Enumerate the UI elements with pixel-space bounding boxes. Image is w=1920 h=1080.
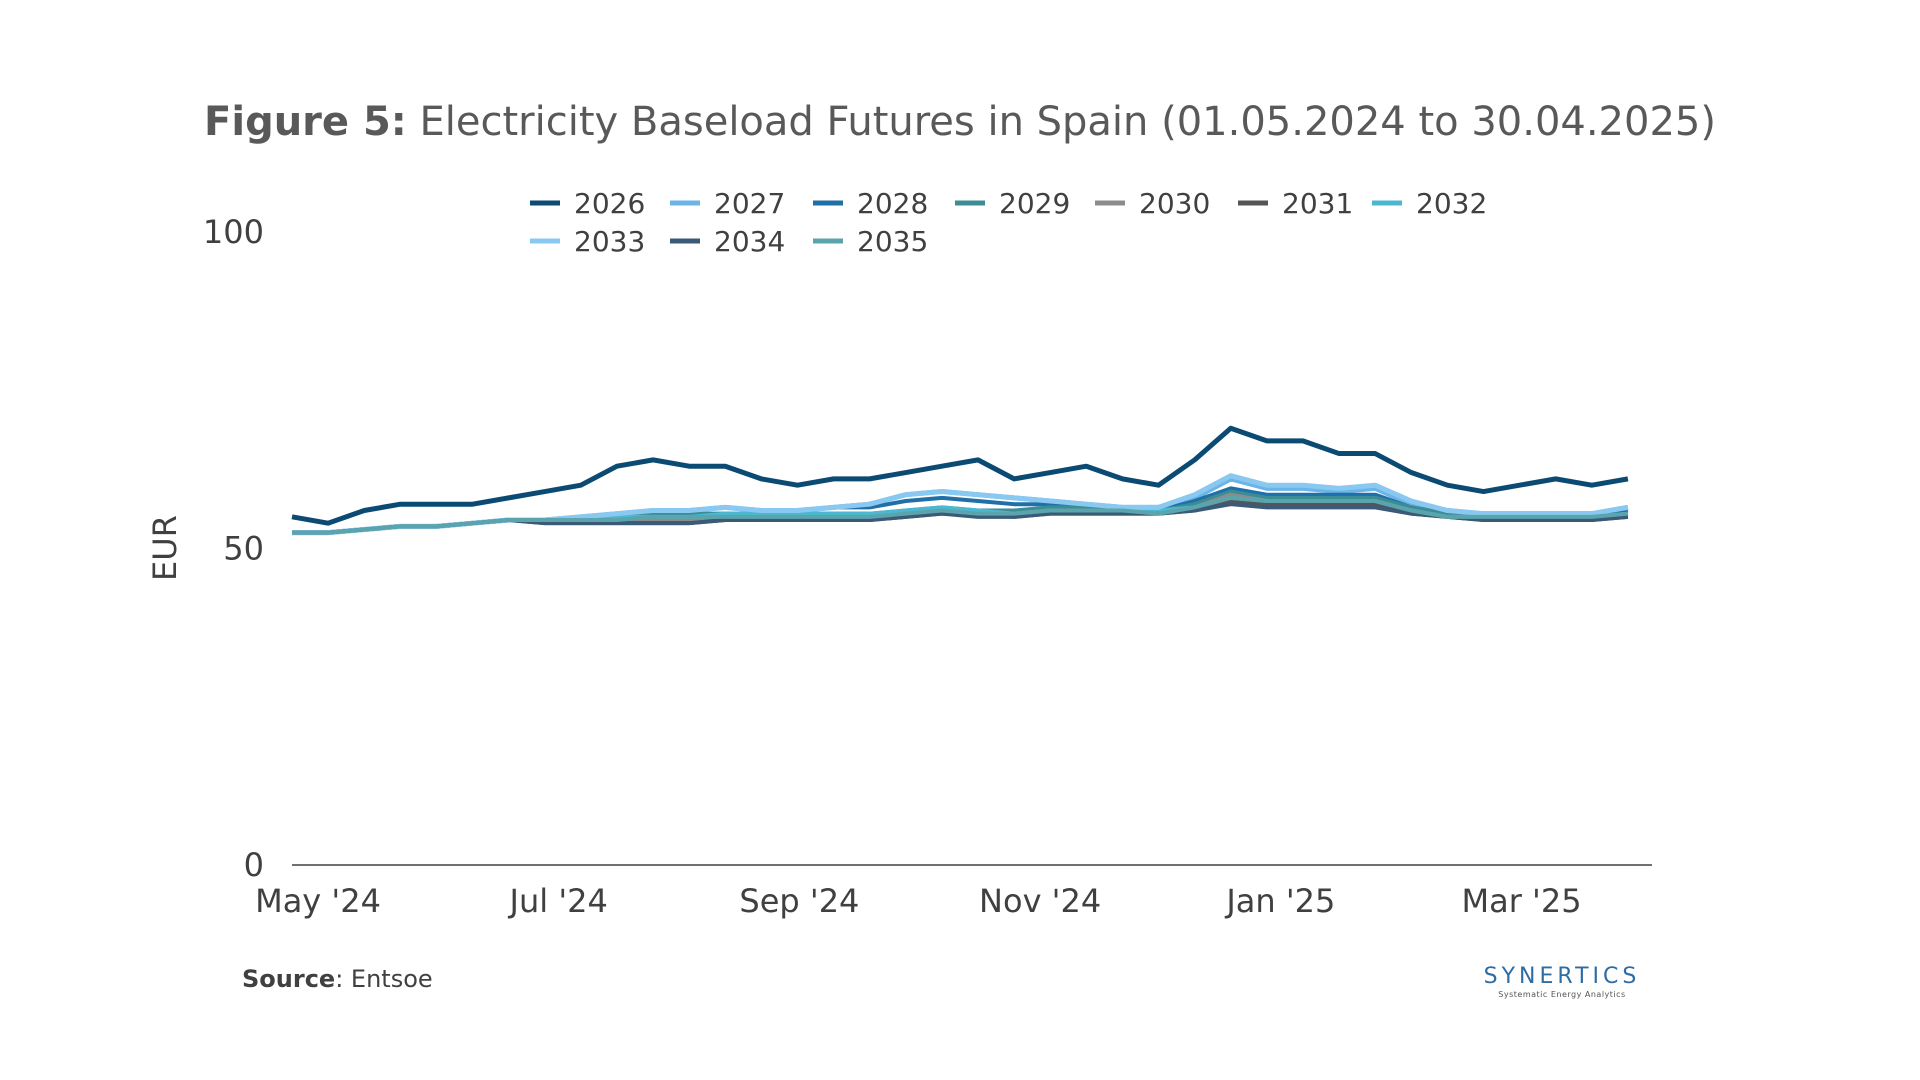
legend-label: 2030: [1139, 187, 1210, 220]
source-label: Source: [242, 965, 336, 993]
legend: 2026 2027 2028 2029 2030 2031 2032 2033 2034 2035: [530, 187, 1487, 258]
source-note: Source: Entsoe: [242, 965, 433, 993]
legend-label: 2031: [1282, 187, 1353, 220]
x-tick-label: Jan '25: [1224, 882, 1335, 920]
legend-item-2029: 2029: [955, 187, 1070, 220]
logo-tagline: Systematic Energy Analytics: [1498, 990, 1626, 999]
x-tick-label: Nov '24: [979, 882, 1101, 920]
y-axis-label: EUR: [146, 515, 184, 581]
chart-title-text: Electricity Baseload Futures in Spain (0…: [407, 99, 1716, 145]
legend-label: 2028: [857, 187, 928, 220]
series-line-2033: [292, 473, 1629, 536]
series-line-2035: [292, 495, 1629, 535]
legend-item-2031: 2031: [1238, 187, 1353, 220]
legend-item-2033: 2033: [530, 225, 645, 258]
legend-label: 2033: [574, 225, 645, 258]
x-tick-label: Jul '24: [508, 882, 608, 920]
legend-item-2028: 2028: [813, 187, 928, 220]
legend-item-2035: 2035: [813, 225, 928, 258]
legend-item-2030: 2030: [1095, 187, 1210, 220]
x-tick-label: Mar '25: [1462, 882, 1582, 920]
y-tick-label: 0: [244, 846, 264, 884]
legend-item-2034: 2034: [670, 225, 785, 258]
legend-item-2032: 2032: [1372, 187, 1487, 220]
synertics-logo: SYNERTICS Systematic Energy Analytics: [1462, 964, 1662, 999]
y-tick-label: 100: [203, 213, 264, 251]
legend-label: 2034: [714, 225, 785, 258]
series-group: [291, 425, 1629, 536]
x-tick-label: May '24: [255, 882, 381, 920]
axes: 0 50 100 EUR May '24 Jul '24 Sep '24 Nov '24 Jan…: [146, 213, 1652, 920]
legend-label: 2029: [999, 187, 1070, 220]
y-tick-label: 50: [223, 530, 264, 568]
logo-name: SYNERTICS: [1483, 964, 1641, 989]
legend-label: 2032: [1416, 187, 1487, 220]
chart-title-bold: Figure 5:: [204, 99, 407, 145]
source-text: : Entsoe: [335, 965, 433, 993]
legend-label: 2026: [574, 187, 645, 220]
legend-label: 2035: [857, 225, 928, 258]
legend-item-2026: 2026: [530, 187, 645, 220]
x-tick-label: Sep '24: [739, 882, 859, 920]
legend-label: 2027: [714, 187, 785, 220]
legend-item-2027: 2027: [670, 187, 785, 220]
series-line-2026: [291, 425, 1629, 526]
chart-title: Figure 5: Electricity Baseload Futures i…: [204, 99, 1716, 145]
